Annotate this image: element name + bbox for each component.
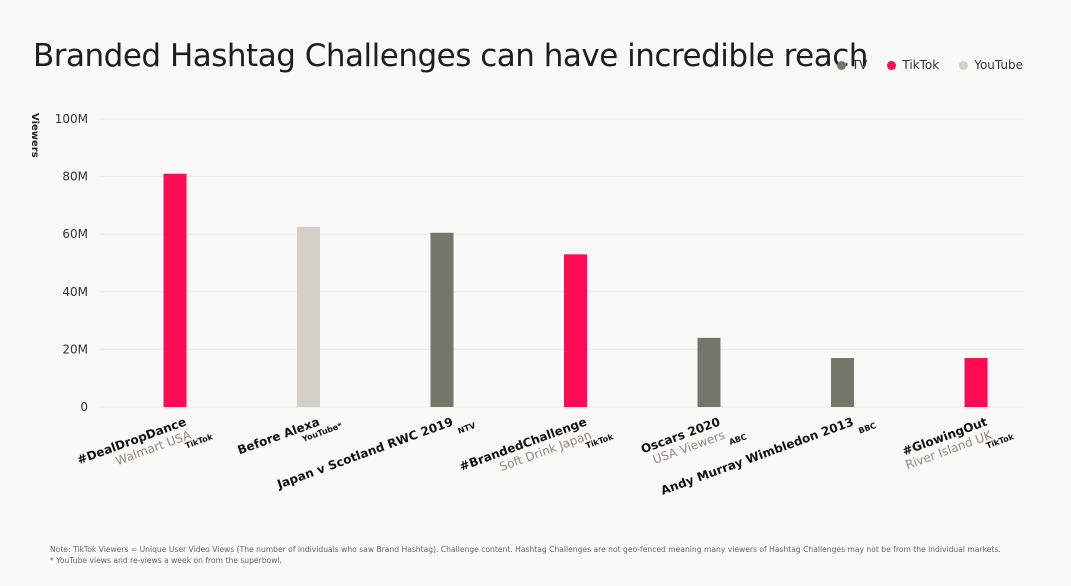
chart-title: Branded Hashtag Challenges can have incr… bbox=[33, 38, 868, 74]
footnote-line-1: Note: TikTok Viewers = Unique User Video… bbox=[50, 545, 1001, 554]
y-tick-label: 20M bbox=[62, 342, 88, 356]
bar bbox=[697, 337, 721, 407]
y-tick-label: 0 bbox=[80, 400, 88, 414]
chart-legend: TV TikTok YouTube bbox=[836, 58, 1023, 72]
bar bbox=[163, 173, 187, 407]
x-label-source: BBC bbox=[857, 421, 877, 436]
footnote-line-2: * YouTube views and re-views a week on f… bbox=[50, 556, 282, 565]
legend-label-youtube: YouTube bbox=[974, 58, 1023, 72]
bar bbox=[430, 232, 454, 407]
legend-item-tv: TV bbox=[836, 58, 868, 72]
y-tick-label: 80M bbox=[62, 170, 88, 184]
legend-item-tiktok: TikTok bbox=[887, 58, 939, 72]
x-tick-label: Andy Murray Wimbledon 2013 BBC bbox=[659, 415, 878, 498]
footnote: Note: TikTok Viewers = Unique User Video… bbox=[50, 544, 1001, 566]
y-tick-label: 60M bbox=[62, 227, 88, 241]
legend-item-youtube: YouTube bbox=[959, 58, 1023, 72]
legend-swatch-tv bbox=[836, 60, 846, 70]
y-tick-label: 100M bbox=[55, 112, 88, 126]
bar bbox=[297, 227, 320, 407]
bar bbox=[564, 254, 587, 407]
legend-swatch-tiktok bbox=[887, 60, 897, 70]
x-label-source: ABC bbox=[728, 432, 748, 447]
legend-swatch-youtube bbox=[959, 60, 969, 70]
legend-label-tv: TV bbox=[851, 58, 868, 72]
bar bbox=[964, 358, 988, 407]
y-tick-label: 40M bbox=[62, 285, 88, 299]
bar bbox=[831, 358, 854, 407]
legend-label-tiktok: TikTok bbox=[902, 58, 940, 72]
x-label-source: NTV bbox=[457, 421, 478, 436]
